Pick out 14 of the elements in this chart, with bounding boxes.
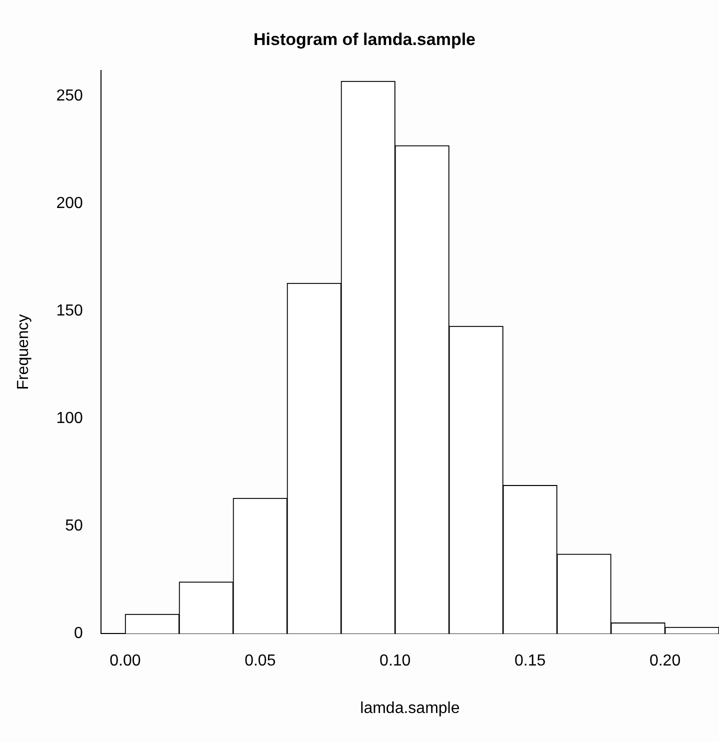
x-tick-label: 0.15 <box>514 652 546 670</box>
x-tick-label: 0.05 <box>244 652 276 670</box>
y-tick-label: 150 <box>56 302 83 320</box>
x-axis-title: lamda.sample <box>360 700 460 717</box>
y-tick-label: 100 <box>56 410 83 428</box>
y-axis-title: Frequency <box>15 314 32 390</box>
y-tick-label: 0 <box>74 625 83 642</box>
chart-title: Histogram of lamda.sample <box>253 30 476 49</box>
x-tick-label: 0.00 <box>110 652 141 670</box>
x-tick-label: 0.10 <box>380 652 411 670</box>
x-tick-label: 0.20 <box>649 652 681 670</box>
y-tick-label: 200 <box>56 195 83 212</box>
y-tick-label: 50 <box>65 518 83 535</box>
y-tick-label: 250 <box>56 88 83 105</box>
